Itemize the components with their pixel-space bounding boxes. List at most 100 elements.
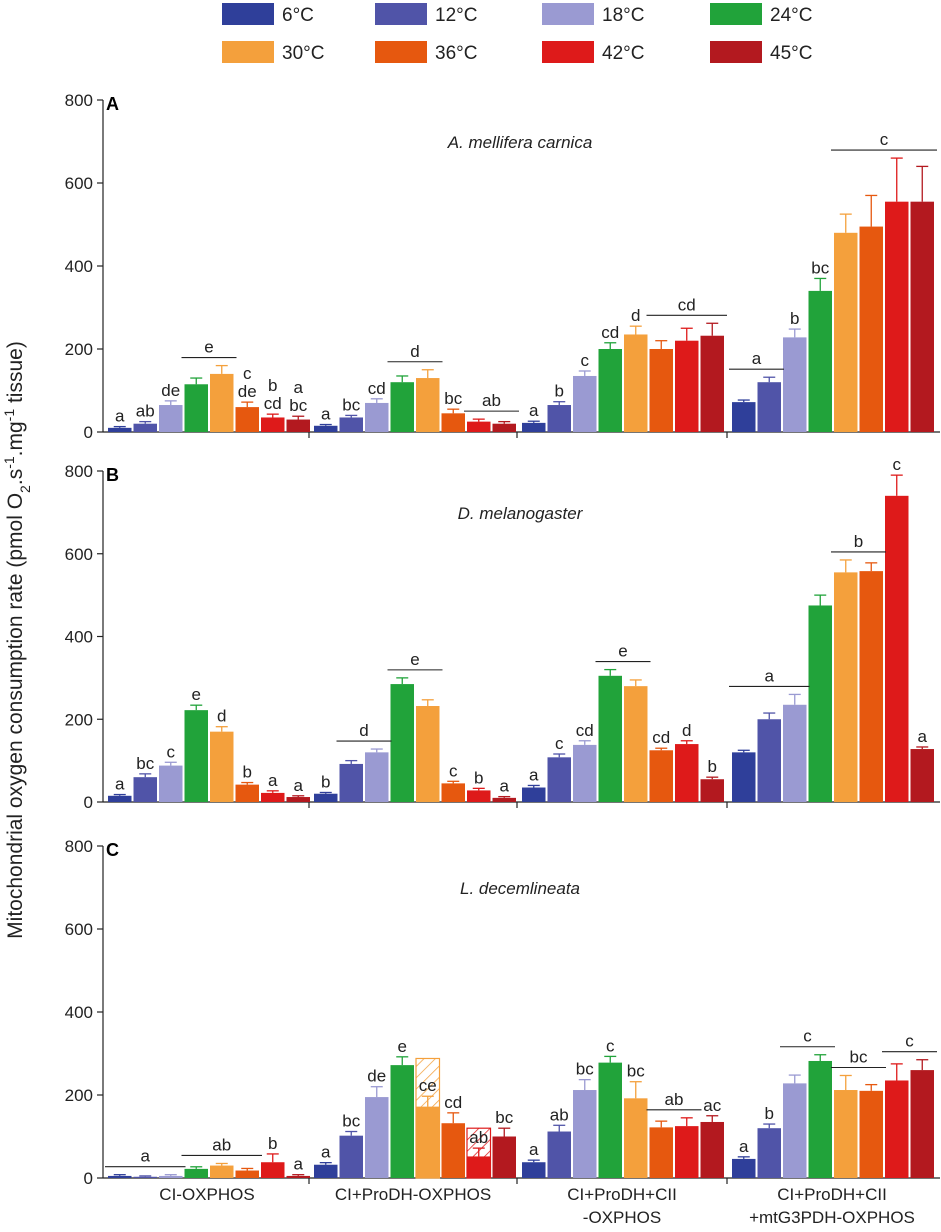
bar <box>808 1060 832 1178</box>
bar <box>261 417 285 432</box>
significance-letter: c <box>606 1036 615 1055</box>
y-tick-label: 200 <box>65 710 93 729</box>
group-letter: e <box>204 338 213 357</box>
bar <box>235 784 259 802</box>
y-tick-label: 400 <box>65 257 93 276</box>
y-tick-label: 0 <box>84 1169 93 1188</box>
significance-letter: a <box>529 1140 539 1159</box>
bar <box>624 1098 648 1178</box>
bar <box>441 783 465 802</box>
bar <box>808 605 832 802</box>
significance-letter: a <box>321 1143 331 1162</box>
bar <box>365 1097 389 1178</box>
bar <box>314 425 338 432</box>
significance-letter: a <box>268 771 278 790</box>
bar <box>675 1126 699 1178</box>
legend-label: 24°C <box>770 5 812 26</box>
y-tick-label: 600 <box>65 174 93 193</box>
bar <box>441 413 465 432</box>
bar <box>598 349 622 432</box>
bar <box>133 1176 157 1178</box>
significance-letter: c <box>167 742 176 761</box>
bar <box>133 423 157 432</box>
significance-letter: a <box>918 727 928 746</box>
bar <box>184 1168 208 1178</box>
y-tick-label: 0 <box>84 793 93 812</box>
bar <box>365 752 389 802</box>
legend-swatch <box>222 3 274 25</box>
bar <box>492 1136 516 1178</box>
x-category-label: CI+ProDH+CII +mtG3PDH-OXPHOS <box>749 1185 915 1227</box>
significance-letter: a <box>529 765 539 784</box>
group-letter: ab <box>212 1135 231 1154</box>
group-letter: d <box>410 342 419 361</box>
significance-letter: b <box>765 1104 774 1123</box>
bar <box>675 340 699 432</box>
y-tick-label: 400 <box>65 1003 93 1022</box>
legend-label: 42°C <box>602 43 644 64</box>
bar <box>732 1158 756 1178</box>
bar <box>649 750 673 802</box>
significance-letter: bc <box>627 1062 645 1081</box>
legend-swatch <box>375 41 427 63</box>
bar <box>441 1123 465 1178</box>
bar <box>159 405 183 432</box>
significance-letter: c <box>893 455 902 474</box>
bar <box>108 795 132 802</box>
bar <box>808 290 832 432</box>
legend: 6°C 12°C 18°C 24°C 30°C 36°C 42°C 45°C <box>222 3 812 64</box>
bar <box>783 704 807 802</box>
bar <box>339 1135 363 1178</box>
significance-letter: a <box>294 1155 304 1174</box>
y-tick-label: 0 <box>84 423 93 442</box>
significance-letter: bc <box>495 1108 513 1127</box>
bar <box>133 777 157 802</box>
bar <box>910 201 934 432</box>
bar <box>390 1065 414 1178</box>
significance-letter: b <box>243 763 252 782</box>
significance-letter: a bc <box>289 378 307 415</box>
bar <box>159 1175 183 1178</box>
panel-letter: C <box>106 840 119 860</box>
panel-title: D. melanogaster <box>458 504 584 523</box>
bar <box>314 793 338 802</box>
bar <box>700 779 724 802</box>
bar <box>210 731 234 802</box>
significance-letter: b <box>474 768 483 787</box>
bar <box>261 792 285 802</box>
bar <box>834 572 858 802</box>
bar <box>522 1162 546 1178</box>
significance-letter: cd <box>368 379 386 398</box>
group-letter: cd <box>678 295 696 314</box>
bar <box>573 1090 597 1178</box>
y-tick-label: 200 <box>65 340 93 359</box>
bar <box>547 1131 571 1178</box>
bar <box>783 1083 807 1178</box>
bar <box>108 427 132 432</box>
y-tick-label: 600 <box>65 545 93 564</box>
group-letter: c <box>905 1032 914 1051</box>
bar <box>859 226 883 432</box>
bar <box>859 1090 883 1178</box>
bar <box>390 382 414 432</box>
bar <box>573 375 597 432</box>
significance-letter: cd <box>601 323 619 342</box>
y-tick-label: 800 <box>65 91 93 110</box>
legend-label: 12°C <box>435 5 477 26</box>
group-letter: a <box>141 1147 151 1166</box>
significance-letter: ac <box>703 1096 721 1115</box>
significance-letter: b <box>790 309 799 328</box>
x-category-label: CI+ProDH-OXPHOS <box>335 1185 491 1204</box>
bar <box>885 201 909 432</box>
bar <box>885 1080 909 1178</box>
group-letter: d <box>359 721 368 740</box>
bar <box>649 1127 673 1178</box>
bar <box>624 686 648 802</box>
bar <box>700 335 724 432</box>
bar <box>339 417 363 432</box>
panel-letter: B <box>106 465 119 485</box>
panel-title: A. mellifera carnica <box>447 133 593 152</box>
bar <box>492 797 516 802</box>
bar <box>885 495 909 802</box>
